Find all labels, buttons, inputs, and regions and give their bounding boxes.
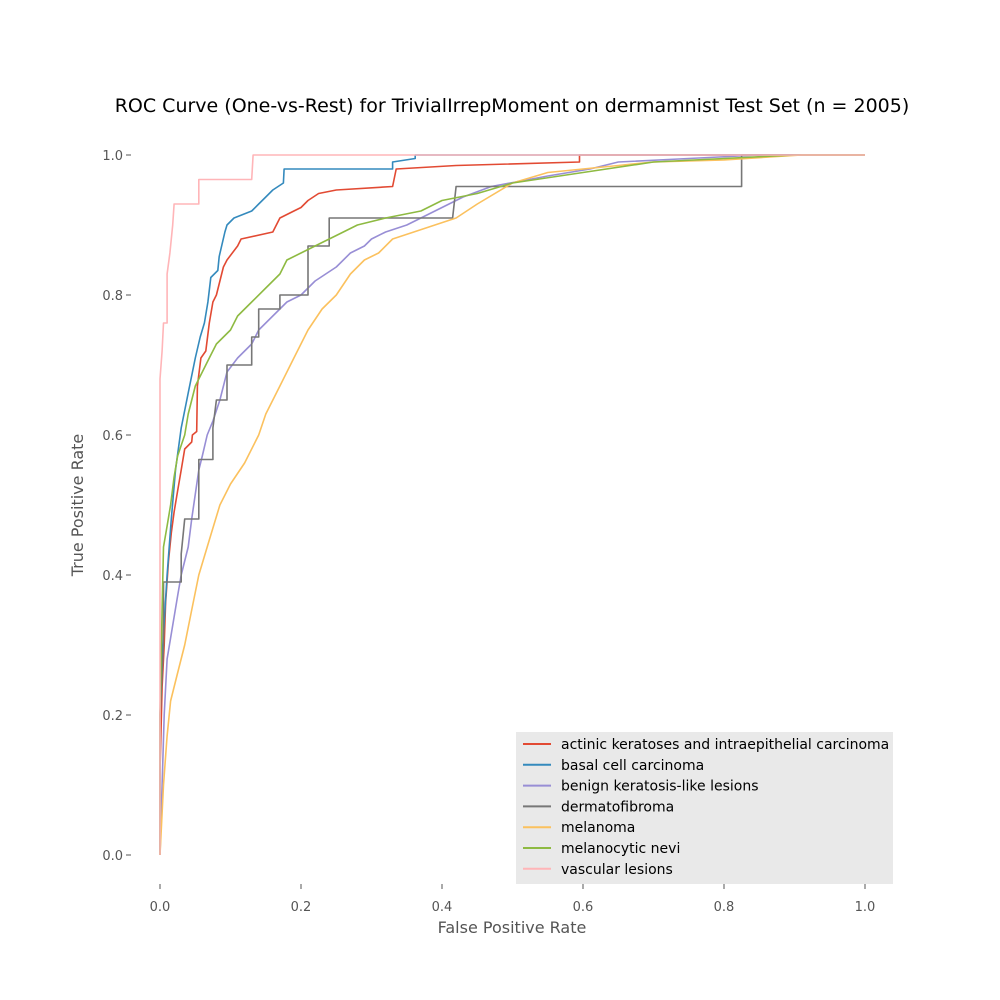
legend-item-label: actinic keratoses and intraepithelial ca… (561, 737, 889, 753)
y-tick-label: 0.2 (102, 709, 123, 724)
series-line-2 (159, 154, 865, 855)
x-tick-label: 0.6 (573, 900, 594, 915)
legend-box (516, 732, 893, 884)
x-tick-label: 0.8 (714, 900, 735, 915)
y-tick-label: 1.0 (102, 149, 123, 164)
series-lines (159, 154, 865, 856)
x-tick-label: 0.0 (150, 900, 171, 915)
series-line-3 (159, 154, 865, 856)
y-tick-label: 0.8 (102, 289, 123, 304)
chart-title: ROC Curve (One-vs-Rest) for TrivialIrrep… (115, 95, 910, 117)
y-axis-ticks: 0.0 0.2 0.4 0.6 0.8 1.0 (102, 149, 131, 864)
legend-item-label: vascular lesions (561, 862, 673, 878)
x-tick-label: 0.2 (291, 900, 312, 915)
legend-item-label: melanoma (561, 820, 635, 836)
series-line-1 (159, 154, 865, 855)
legend-item-label: dermatofibroma (561, 799, 674, 815)
x-tick-label: 1.0 (855, 900, 876, 915)
x-axis-label: False Positive Rate (438, 918, 587, 937)
y-tick-label: 0.0 (102, 849, 123, 864)
y-tick-label: 0.4 (102, 569, 123, 584)
legend-item-label: benign keratosis-like lesions (561, 779, 758, 795)
legend-item-label: basal cell carcinoma (561, 758, 704, 774)
y-axis-label: True Positive Rate (68, 434, 87, 578)
x-tick-label: 0.4 (432, 900, 453, 915)
x-axis-ticks: 0.0 0.2 0.4 0.6 0.8 1.0 (150, 884, 876, 915)
legend: actinic keratoses and intraepithelial ca… (516, 732, 893, 884)
series-line-5 (159, 154, 865, 856)
series-line-6 (159, 154, 865, 855)
legend-item-label: melanocytic nevi (561, 841, 680, 857)
series-line-4 (159, 154, 865, 855)
series-line-7 (159, 154, 865, 855)
y-tick-label: 0.6 (102, 429, 123, 444)
